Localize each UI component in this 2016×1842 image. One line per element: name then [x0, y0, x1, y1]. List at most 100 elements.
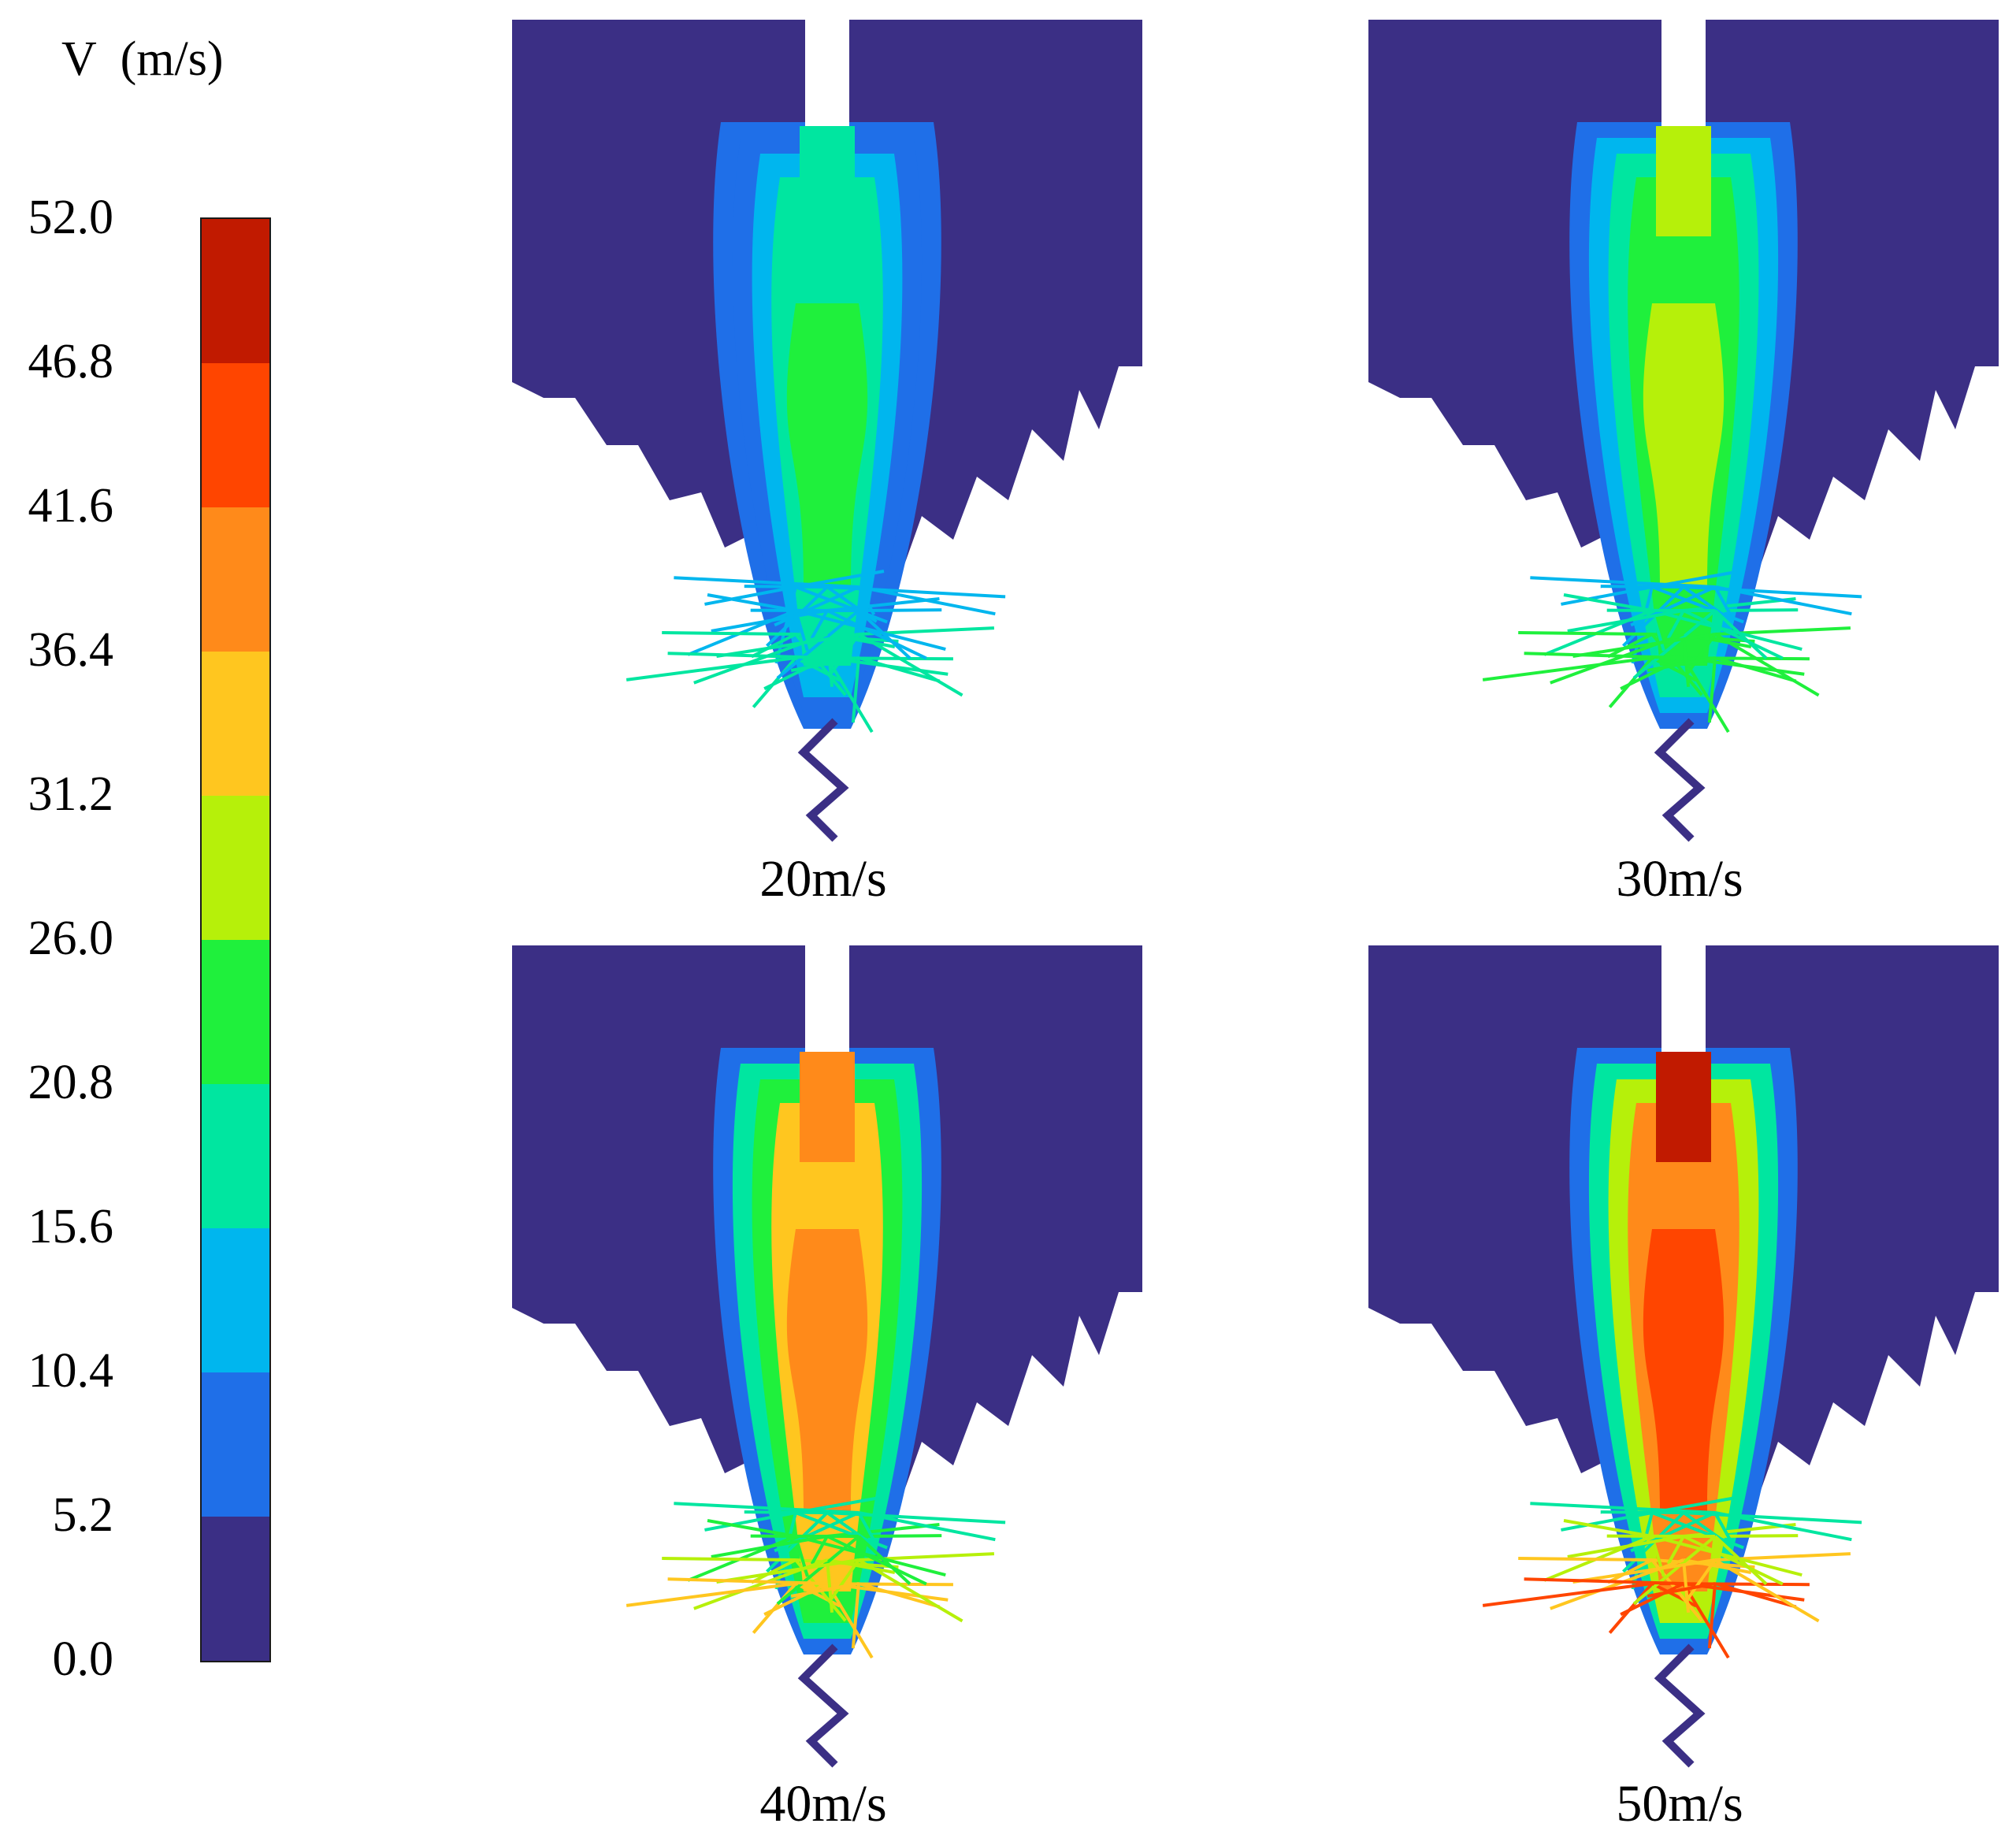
velocity-vector [1482, 1582, 1653, 1607]
panel-caption: 50m/s [1616, 1775, 1743, 1833]
velocity-vector [851, 657, 860, 723]
velocity-vector [1607, 1558, 1653, 1584]
velocity-vector [858, 656, 941, 683]
colorbar-segment-3 [202, 507, 269, 652]
outlet-channel [1654, 718, 1706, 842]
velocity-colorbar [200, 217, 271, 1662]
velocity-vector [1518, 1557, 1653, 1562]
velocity-vector [667, 1577, 828, 1585]
velocity-vector [790, 656, 859, 672]
velocity-vector [1600, 1510, 1684, 1514]
velocity-vector [1561, 585, 1653, 606]
velocity-vector [1563, 593, 1653, 612]
velocity-vector [857, 1512, 876, 1542]
velocity-vector [1683, 1535, 1784, 1586]
velocity-vector [1713, 609, 1768, 659]
velocity-vector [704, 585, 796, 606]
velocity-vector [857, 633, 963, 697]
panel-caption: 20m/s [759, 850, 887, 908]
velocity-vector [662, 631, 796, 636]
colorbar-tick-label: 5.2 [52, 1488, 114, 1542]
velocity-vector [1666, 1536, 1685, 1565]
velocity-vector [1651, 1511, 1744, 1550]
velocity-vector [1632, 609, 1717, 680]
jet-core-region [1656, 1052, 1711, 1162]
velocity-vector [1572, 1558, 1716, 1584]
velocity-vector [826, 1559, 834, 1613]
velocity-vector [830, 1558, 860, 1600]
colorbar-segment-7 [202, 1084, 269, 1228]
velocity-vector-field [1482, 570, 1862, 733]
jet-core-region [800, 126, 855, 236]
velocity-vector [858, 1511, 996, 1542]
velocity-vector [1524, 652, 1684, 659]
outlet-channel [1654, 1643, 1706, 1768]
velocity-vector [707, 1519, 796, 1538]
velocity-vector [1524, 1577, 1684, 1585]
velocity-vector [716, 633, 859, 658]
velocity-vector [751, 633, 796, 659]
velocity-contour-layer [786, 303, 868, 587]
velocity-vector [1561, 1511, 1653, 1532]
nozzle-tube [1661, 20, 1706, 126]
velocity-vector [1713, 586, 1732, 616]
legend-title: V (m/s) [61, 32, 224, 86]
colorbar-tick-label: 46.8 [28, 335, 114, 388]
velocity-vector [1482, 656, 1653, 681]
colorbar-tick-label: 41.6 [28, 479, 114, 533]
velocity-vector [857, 586, 876, 616]
velocity-vector [1647, 656, 1716, 672]
velocity-vector [1707, 657, 1717, 723]
velocity-vector [1530, 576, 1716, 589]
velocity-vector [667, 652, 828, 659]
panel-caption: 40m/s [759, 1775, 887, 1833]
velocity-vector [711, 609, 828, 633]
velocity-vector [826, 609, 927, 660]
velocity-contour-layer [1643, 303, 1725, 587]
velocity-vector [626, 1582, 796, 1607]
velocity-vector [795, 1511, 888, 1550]
outlet-channel [797, 1643, 849, 1768]
velocity-vector [674, 1502, 859, 1514]
velocity-vector [1683, 609, 1784, 660]
velocity-vector [857, 609, 911, 659]
velocity-vector [795, 585, 888, 624]
outlet-channel [797, 718, 849, 842]
nozzle-tube [805, 945, 849, 1052]
colorbar-tick-label: 0.0 [52, 1632, 114, 1686]
velocity-vector [1632, 1535, 1717, 1606]
velocity-vector [716, 1558, 859, 1584]
velocity-vector [810, 1536, 829, 1565]
velocity-vector [1707, 1583, 1717, 1649]
colorbar-tick-label: 10.4 [28, 1344, 114, 1398]
velocity-vector [1530, 1502, 1716, 1514]
jet-core-region [800, 1052, 855, 1162]
velocity-vector [1563, 1519, 1653, 1538]
colorbar-segment-9 [202, 1372, 269, 1517]
colorbar-tick-label: 20.8 [28, 1056, 114, 1109]
velocity-vector [1713, 1558, 1820, 1623]
velocity-vector [1567, 1535, 1684, 1558]
velocity-vector [707, 593, 796, 612]
velocity-vector [674, 576, 859, 589]
velocity-vector [1651, 585, 1744, 624]
colorbar-segment-1 [202, 219, 269, 363]
velocity-vector [704, 1511, 796, 1532]
velocity-vector [1713, 1535, 1768, 1585]
flow-field-panel [1368, 945, 1999, 1773]
colorbar-segment-5 [202, 796, 269, 940]
nozzle-tube [805, 20, 849, 126]
velocity-vector [744, 1510, 828, 1514]
velocity-vector [1714, 585, 1852, 616]
velocity-vector [751, 1558, 796, 1584]
velocity-vector [1518, 631, 1653, 636]
velocity-vector [1686, 633, 1717, 674]
velocity-vector [826, 1535, 927, 1586]
velocity-vector [626, 656, 796, 681]
velocity-vector [1714, 656, 1797, 683]
colorbar-tick-label: 26.0 [28, 912, 114, 965]
velocity-vector [1682, 585, 1734, 623]
colorbar-tick-label: 31.2 [28, 767, 114, 821]
velocity-vector [1714, 1511, 1852, 1542]
velocity-contour-layer [1643, 1229, 1725, 1513]
